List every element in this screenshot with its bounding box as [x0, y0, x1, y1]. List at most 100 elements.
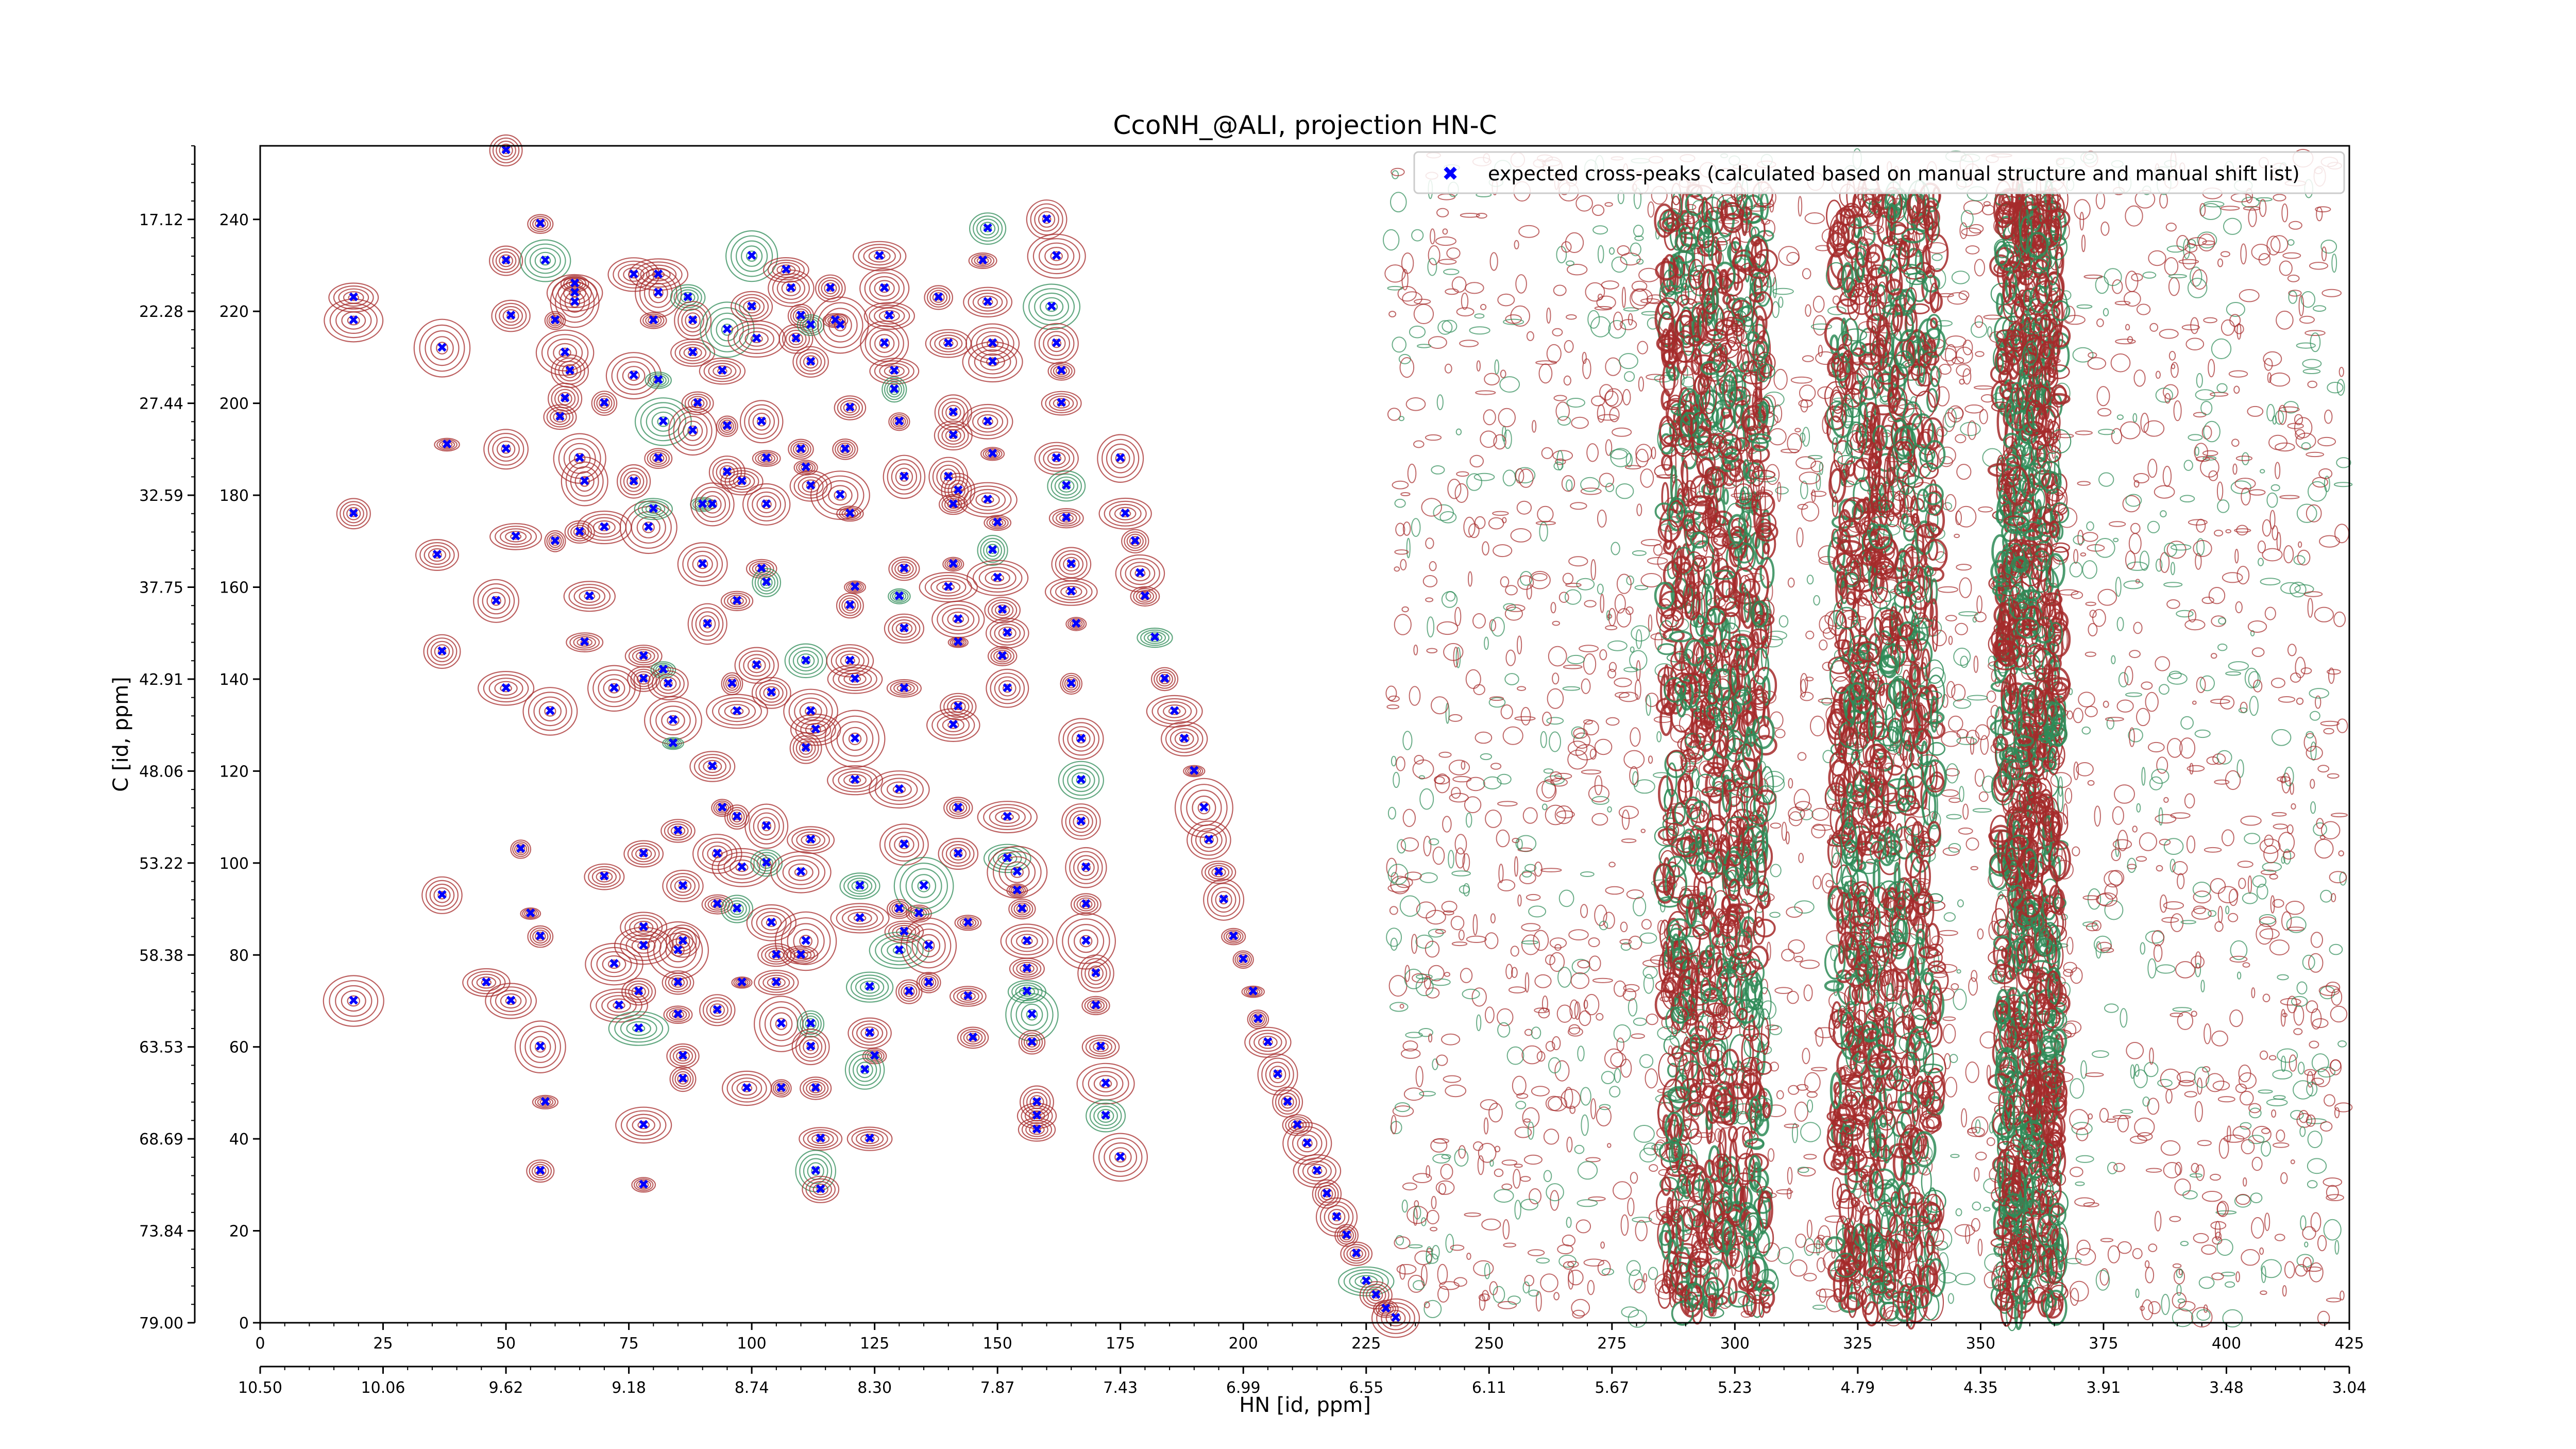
- noise-contour: [1444, 972, 1451, 977]
- noise-contour: [1988, 655, 1995, 667]
- noise-contour: [2259, 838, 2281, 854]
- noise-contour: [1581, 769, 1602, 774]
- noise-contour: [1628, 998, 1638, 1017]
- noise-contour: [2100, 221, 2110, 236]
- noise-contour: [1483, 776, 1502, 790]
- noise-contour: [1624, 371, 1635, 382]
- noise-contour: [1951, 271, 1970, 284]
- noise-contour: [2234, 478, 2256, 490]
- noise-contour: [2330, 813, 2348, 818]
- noise-contour: [1645, 1068, 1658, 1089]
- noise-contour: [2092, 1050, 2109, 1058]
- noise-contour: [1512, 837, 1520, 844]
- noise-contour: [2163, 582, 2183, 587]
- noise-contour: [2214, 921, 2224, 932]
- noise-contour: [1623, 750, 1645, 769]
- noise-contour: [1454, 1149, 1469, 1167]
- noise-contour: [2228, 661, 2249, 671]
- noise-contour: [2163, 797, 2169, 803]
- noise-contour: [1523, 1154, 1543, 1165]
- noise-contour: [1945, 335, 1967, 348]
- noise-contour: [1428, 336, 1447, 349]
- noise-contour: [1574, 1144, 1585, 1154]
- noise-contour: [1637, 341, 1648, 355]
- noise-contour: [1451, 276, 1467, 293]
- noise-contour: [2284, 1261, 2295, 1278]
- noise-contour: [1522, 807, 1538, 824]
- noise-contour: [2225, 529, 2232, 534]
- noise-contour: [2199, 675, 2215, 692]
- noise-contour: [2155, 656, 2171, 671]
- noise-contour: [2260, 469, 2265, 474]
- noise-contour: [1604, 202, 1613, 207]
- noise-contour: [1614, 678, 1632, 687]
- noise-contour: [2147, 958, 2157, 979]
- noise-contour: [1393, 771, 1400, 788]
- noise-contour: [1490, 763, 1502, 770]
- noise-contour: [1489, 252, 1498, 271]
- noise-contour: [2147, 1098, 2160, 1115]
- noise-contour: [1803, 1273, 1817, 1282]
- noise-contour: [2143, 420, 2165, 437]
- noise-contour: [2076, 1239, 2091, 1256]
- noise-contour: [2336, 379, 2345, 396]
- noise-contour: [2075, 1181, 2085, 1186]
- noise-contour: [1806, 1099, 1814, 1113]
- noise-contour: [2140, 942, 2146, 955]
- noise-contour: [1802, 427, 1810, 447]
- noise-contour: [1465, 282, 1484, 294]
- noise-contour: [2273, 194, 2286, 201]
- noise-contour: [1510, 528, 1532, 543]
- noise-contour: [1639, 1148, 1657, 1162]
- noise-contour: [2100, 1238, 2114, 1242]
- noise-contour: [1503, 429, 1512, 449]
- noise-contour: [1541, 779, 1556, 799]
- noise-contour: [2178, 259, 2199, 264]
- noise-contour: [2064, 787, 2073, 804]
- noise-contour: [1549, 952, 1565, 972]
- noise-contour: [1937, 964, 1958, 973]
- noise-contour: [2147, 520, 2160, 533]
- noise-contour: [1819, 462, 1823, 475]
- noise-contour: [1965, 245, 1980, 255]
- noise-contour: [2230, 940, 2248, 961]
- noise-contour: [2166, 599, 2180, 609]
- noise-contour: [1776, 1189, 1793, 1194]
- noise-contour: [2212, 1236, 2223, 1245]
- noise-contour: [1450, 916, 1465, 931]
- noise-contour: [1568, 1270, 1584, 1286]
- noise-contour: [2260, 869, 2277, 875]
- noise-contour: [2313, 822, 2328, 836]
- noise-contour: [2270, 235, 2289, 254]
- noise-contour: [1590, 559, 1596, 580]
- noise-contour: [2169, 1216, 2181, 1222]
- noise-contour: [2309, 1262, 2324, 1283]
- noise-contour: [1388, 695, 1400, 702]
- noise-contour: [2239, 1072, 2257, 1089]
- noise-contour: [1955, 1272, 1976, 1286]
- noise-contour: [1515, 274, 1527, 294]
- noise-contour: [2299, 315, 2315, 324]
- noise-contour: [2134, 1117, 2155, 1137]
- noise-contour: [1794, 900, 1815, 914]
- noise-contour: [1605, 717, 1620, 726]
- noise-contour: [1580, 871, 1595, 877]
- noise-contour: [1978, 506, 1993, 513]
- noise-contour: [2218, 617, 2227, 625]
- noise-contour: [2109, 521, 2126, 527]
- noise-contour: [2320, 1121, 2333, 1132]
- noise-contour: [1455, 428, 1462, 435]
- noise-contour: [1787, 1167, 1793, 1185]
- noise-contour: [1402, 731, 1413, 750]
- noise-contour: [2208, 910, 2217, 917]
- noise-contour: [2257, 540, 2266, 553]
- noise-contour: [2080, 1060, 2087, 1079]
- noise-contour: [2300, 291, 2316, 308]
- noise-contour: [1431, 1195, 1437, 1209]
- noise-contour: [1440, 1164, 1453, 1180]
- noise-contour: [2120, 1109, 2133, 1114]
- noise-contour: [2323, 1177, 2343, 1187]
- noise-contour: [1812, 875, 1822, 889]
- noise-contour: [1777, 1246, 1794, 1265]
